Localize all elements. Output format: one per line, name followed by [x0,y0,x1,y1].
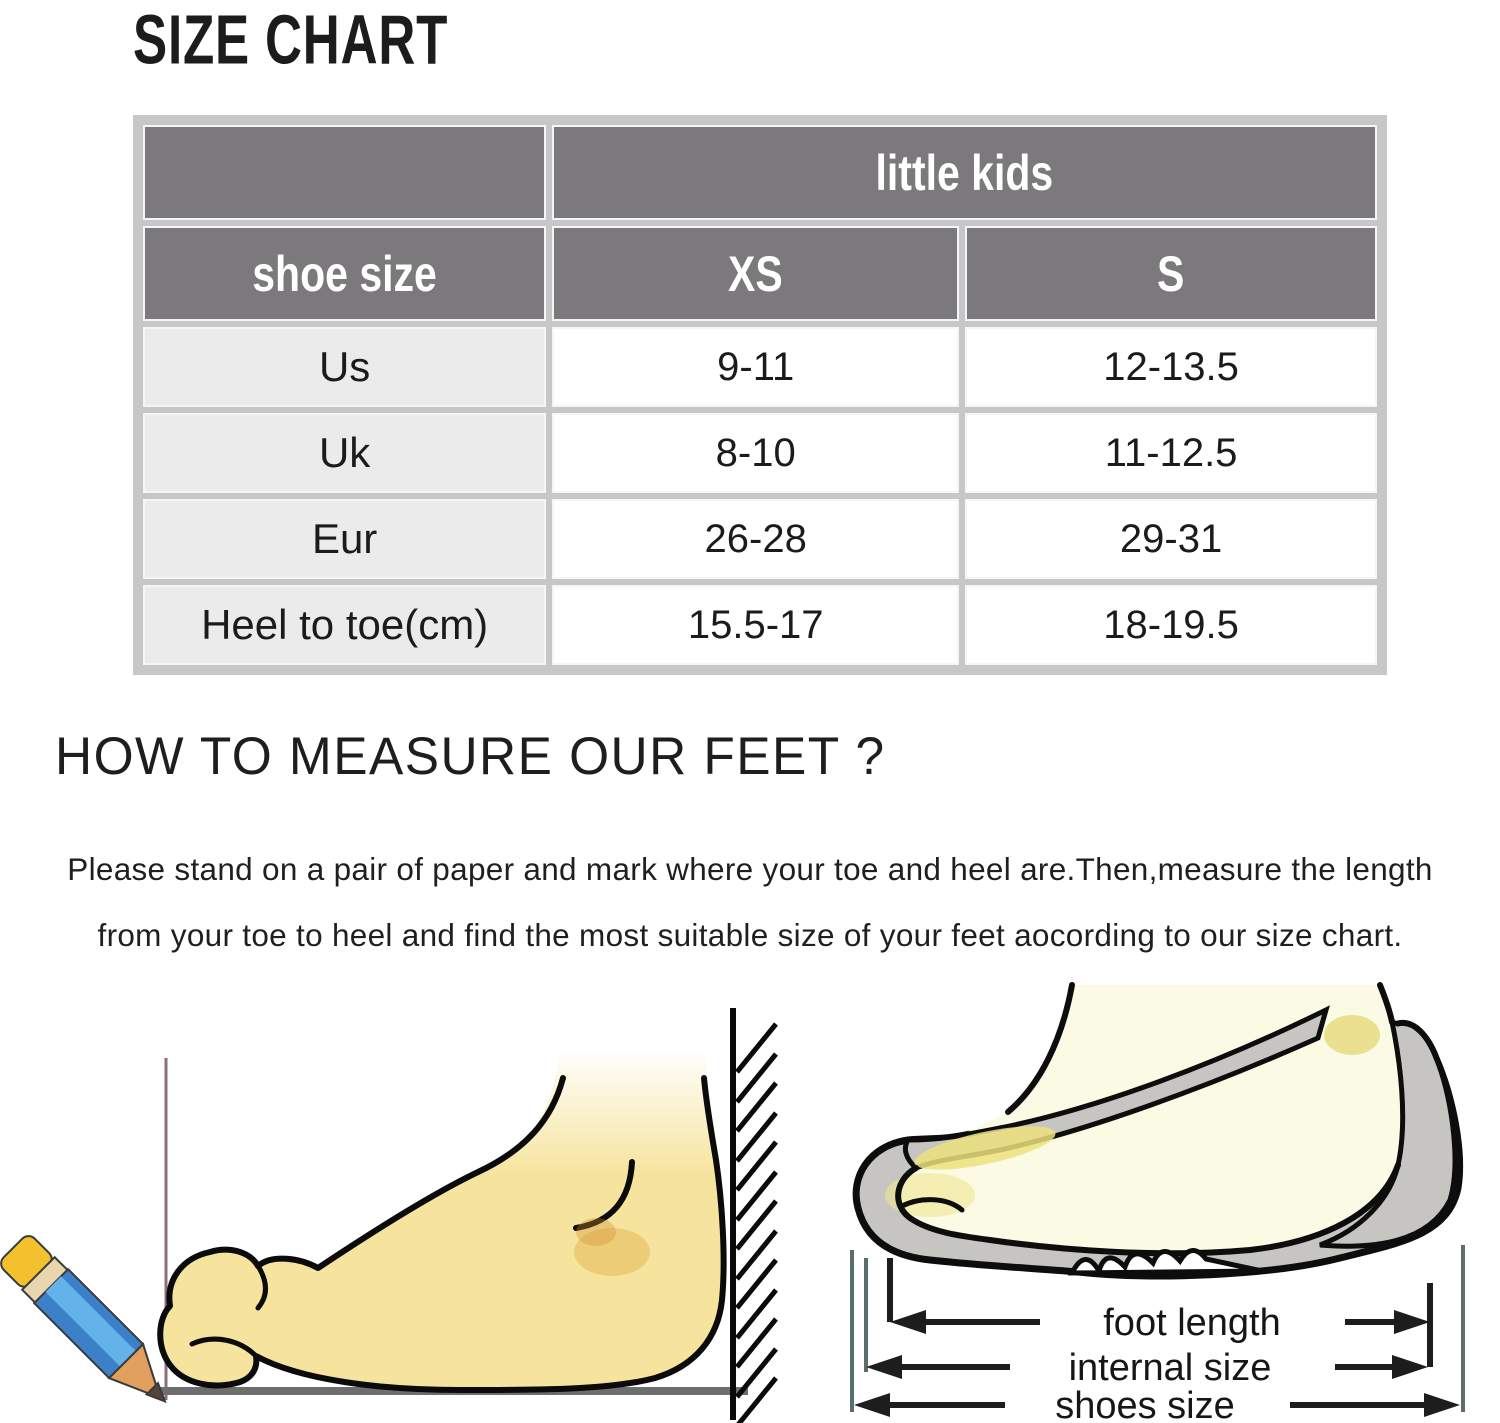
table-row: Heel to toe(cm) 15.5-17 18-19.5 [143,585,1377,665]
us-xs-value: 9-11 [552,327,960,408]
measurement-diagram: foot length internal size shoes size [0,982,1465,1423]
foot-length-label: foot length [1103,1302,1280,1344]
group-header-label: little kids [875,144,1054,201]
shoe-measurement-illustration: foot length internal size shoes size [850,982,1465,1423]
heel-s-value: 18-19.5 [965,585,1377,665]
column-header-xs: XS [552,226,960,322]
paragraph-line-2: from your toe to heel and find the most … [97,917,1403,953]
page-title: SIZE CHART [133,1,449,79]
ankle-tint [1324,1015,1380,1055]
foot-in-shoe [898,985,1403,1254]
sole-tread [1067,1248,1263,1278]
corner-empty-cell [143,125,547,221]
how-to-measure-heading: HOW TO MEASURE OUR FEET ? [55,727,886,786]
internal-size-label: internal size [1069,1347,1272,1389]
foot-length-dimension [890,1310,1430,1334]
collar-tint [914,1126,1056,1170]
how-to-measure-paragraph: Please stand on a pair of paper and mark… [30,836,1470,968]
size-chart-table: little kids shoe size XS S Us 9-11 12-13… [133,115,1387,675]
wall-hatching [735,1022,778,1423]
toe-line [899,1197,965,1213]
barefoot-measurement-illustration [0,1008,778,1423]
heel-xs-value: 15.5-17 [552,585,960,665]
internal-size-dimension [866,1355,1428,1379]
foot-outline [157,1075,727,1393]
pencil-icon [0,1235,167,1404]
row-label-us: Us [143,327,547,408]
leg-front-line [1005,982,1075,1115]
uk-xs-value: 8-10 [552,413,960,494]
leg-back-line [1377,982,1395,1025]
table-row: Uk 8-10 11-12.5 [143,413,1377,494]
column-header-s: S [965,226,1377,322]
eur-xs-value: 26-28 [552,499,960,580]
ankle-curve [573,1159,635,1231]
paragraph-line-1: Please stand on a pair of paper and mark… [67,851,1433,887]
table-group-header-row: little kids [143,125,1377,221]
corner-label-cell: shoe size [143,226,547,322]
row-label-heel-to-toe: Heel to toe(cm) [143,585,547,665]
foot-sole-line [895,1162,1401,1257]
eur-s-value: 29-31 [965,499,1377,580]
heel-shading-dark [576,1218,616,1246]
row-label-uk: Uk [143,413,547,494]
table-row: Us 9-11 12-13.5 [143,327,1377,408]
uk-s-value: 11-12.5 [965,413,1377,494]
table-column-header-row: shoe size XS S [143,226,1377,322]
toe-crease-lines [189,1263,268,1359]
heel-shading [574,1228,650,1276]
shoes-size-label: shoes size [1055,1385,1235,1423]
group-header-cell: little kids [552,125,1377,221]
shoes-size-dimension [854,1393,1460,1417]
row-label-eur: Eur [143,499,547,580]
table-row: Eur 26-28 29-31 [143,499,1377,580]
us-s-value: 12-13.5 [965,327,1377,408]
foot-illustration [160,1050,724,1390]
shoe-heel-inner [1319,1018,1458,1249]
